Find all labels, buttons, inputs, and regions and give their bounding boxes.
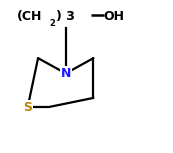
- Text: (CH: (CH: [17, 10, 43, 23]
- Text: N: N: [61, 67, 71, 80]
- Text: S: S: [23, 101, 32, 114]
- Text: ) 3: ) 3: [56, 10, 75, 23]
- Text: OH: OH: [104, 10, 125, 23]
- Text: 2: 2: [49, 19, 55, 28]
